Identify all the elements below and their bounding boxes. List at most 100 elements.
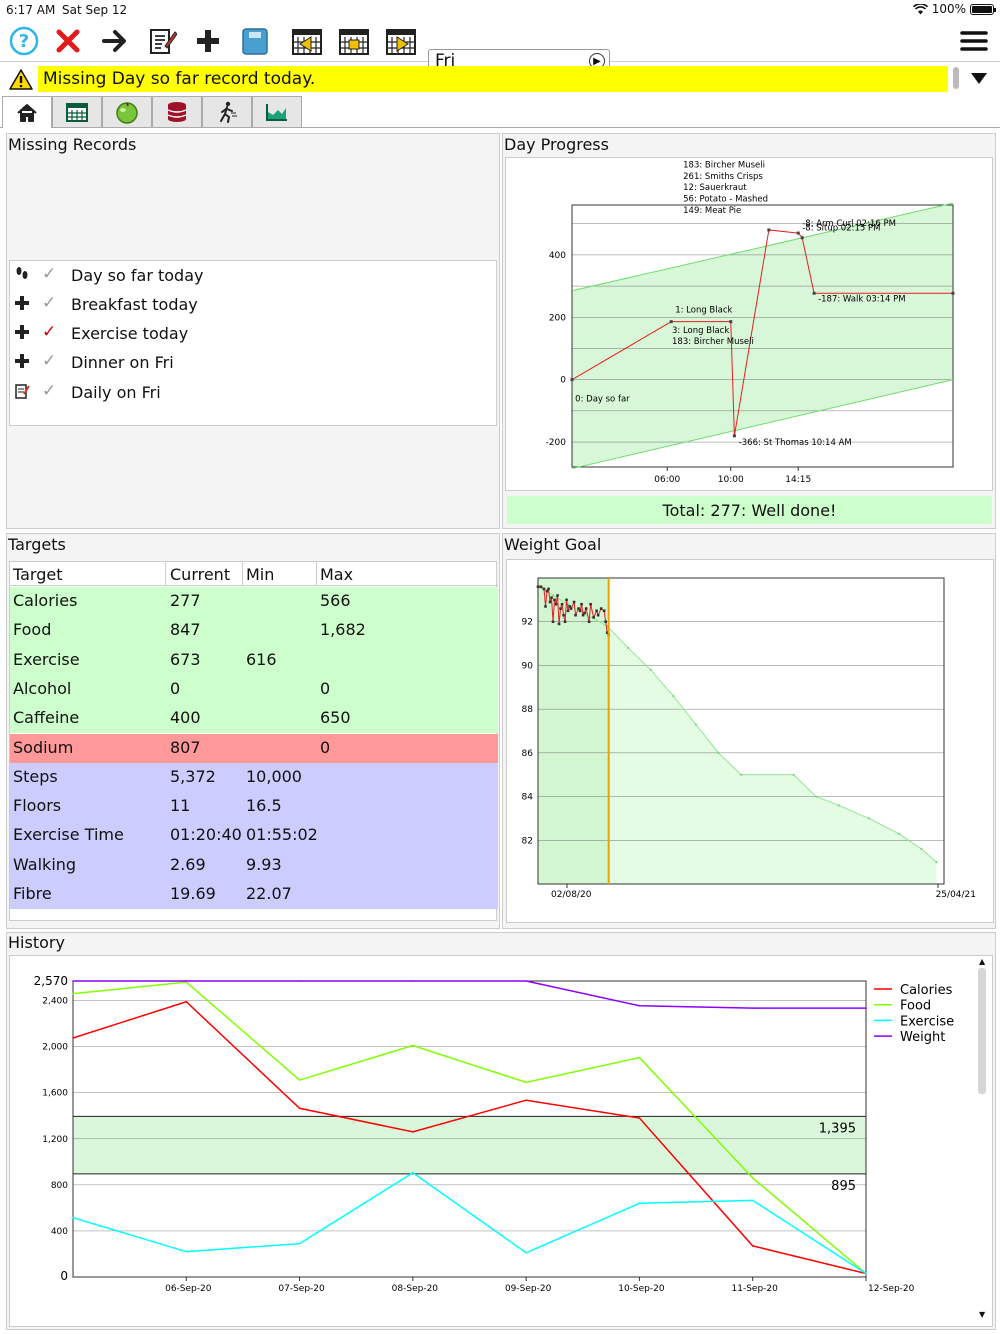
list-item[interactable]: ✓ Breakfast today [10, 290, 498, 319]
header-current[interactable]: Current [170, 565, 231, 584]
table-row[interactable]: Exercise Time 01:20:40 01:55:02 [10, 821, 498, 851]
series-point [638, 1056, 641, 1059]
table-row[interactable]: Steps 5,372 10,000 [10, 762, 498, 793]
goal-point [649, 668, 652, 671]
cell-min: 9.93 [246, 854, 282, 874]
weight-point [547, 587, 550, 591]
warning-icon [9, 69, 33, 90]
series-point [638, 1117, 641, 1119]
band-upper-line [571, 202, 954, 292]
goal-point [672, 695, 675, 698]
warning-bar: Missing Day so far record today. [0, 63, 1000, 95]
list-item[interactable]: ✓ Day so far today [10, 261, 498, 290]
warning-message: Missing Day so far record today. [38, 66, 948, 92]
y-tick-label: 400 [549, 251, 566, 261]
tab-home[interactable] [2, 96, 52, 128]
check-icon[interactable]: ✓ [42, 264, 57, 284]
goal-point [935, 861, 938, 864]
plot-frame [537, 577, 945, 885]
list-item[interactable]: ✓ Dinner on Fri [10, 348, 498, 377]
x-tick-label: 09-Sep-20 [505, 1284, 552, 1294]
table-row[interactable]: Floors 11 16.5 [10, 792, 498, 822]
cell-target: Exercise Time [13, 825, 124, 845]
weight-point [542, 587, 546, 591]
header-max[interactable]: Max [320, 565, 354, 584]
scroll-down-icon[interactable]: ▼ [979, 1310, 986, 1319]
menu-button[interactable] [958, 25, 990, 57]
tab-chart[interactable] [252, 96, 302, 127]
series-line [72, 1171, 867, 1275]
annotation-label: 56: Potato - Mashed [683, 194, 768, 204]
weight-point [587, 620, 591, 624]
weight-point [569, 607, 573, 610]
table-row[interactable]: Exercise 673 616 [10, 645, 498, 675]
goal-point [627, 646, 630, 649]
weight-point [577, 607, 580, 610]
today-button[interactable] [338, 25, 370, 57]
check-icon[interactable]: ✓ [42, 293, 57, 313]
check-icon[interactable]: ✓ [42, 351, 57, 371]
delete-button[interactable] [52, 25, 84, 57]
cell-min: 01:55:02 [246, 825, 318, 845]
edit-button[interactable] [146, 25, 178, 57]
weight-point [584, 607, 588, 610]
weight-point [602, 609, 606, 613]
table-row[interactable]: Food 847 1,682 [10, 616, 498, 646]
weight-point [578, 609, 582, 613]
warning-scrollbar[interactable] [953, 67, 959, 89]
dropdown-icon[interactable] [970, 71, 988, 85]
annotation-label: -8: Arm Curl 02:16 PM [802, 219, 896, 229]
cell-current: 807 [170, 737, 201, 757]
data-point [729, 320, 733, 324]
x-tick-label: 12-Sep-20 [868, 1284, 915, 1294]
series-point [298, 1079, 301, 1081]
cell-max: 1,682 [320, 620, 366, 640]
header-target[interactable]: Target [13, 565, 63, 584]
data-point [812, 291, 816, 295]
status-battery-group: 100% [912, 2, 996, 16]
table-row[interactable]: Walking 2.69 9.93 [10, 850, 498, 880]
add-button[interactable] [192, 25, 224, 57]
forward-button[interactable] [99, 25, 131, 57]
weight-point [562, 613, 565, 617]
cell-max: 0 [320, 737, 331, 757]
tab-calendar[interactable] [52, 96, 102, 127]
x-tick-label: 02/08/20 [551, 890, 592, 900]
tab-food[interactable] [102, 96, 152, 127]
previous-day-button[interactable] [291, 25, 323, 57]
walking-icon [220, 101, 237, 123]
goal-point [694, 723, 697, 726]
weight-point [554, 602, 558, 606]
list-item[interactable]: ✓ Daily on Fri [10, 378, 498, 407]
table-row[interactable]: Caffeine 400 650 [10, 704, 498, 734]
y-tick-label: 86 [522, 749, 534, 759]
scroll-up-icon[interactable]: ▲ [979, 957, 986, 966]
annotation-label: 183: Bircher Museli [683, 161, 765, 171]
weight-point [583, 611, 586, 615]
goal-point [552, 594, 555, 597]
elapsed-area [538, 578, 609, 884]
help-button[interactable]: ? [8, 25, 40, 57]
list-item[interactable]: ✓ Exercise today [10, 319, 498, 348]
table-row[interactable]: Fibre 19.69 22.07 [10, 880, 498, 910]
history-scrollbar[interactable] [978, 968, 986, 1094]
scale-button[interactable] [239, 25, 271, 57]
table-row[interactable]: Calories 277 566 [10, 587, 498, 617]
check-icon[interactable]: ✓ [42, 322, 57, 342]
battery-icon [970, 3, 996, 15]
tab-exercise[interactable] [202, 96, 252, 127]
y-tick-label: 92 [522, 618, 533, 628]
annotation-label: 1: Long Black [675, 306, 732, 316]
table-row[interactable]: Alcohol 0 0 [10, 674, 498, 705]
check-icon[interactable]: ✓ [42, 381, 57, 401]
table-row[interactable]: Sodium 807 0 [10, 733, 498, 763]
weight-point [599, 607, 603, 610]
cell-target: Caffeine [13, 708, 80, 728]
annotation-label: 3: Long Black [672, 326, 729, 336]
target-band [73, 1116, 866, 1174]
status-time: 6:17 AM [6, 3, 56, 17]
header-min[interactable]: Min [246, 565, 275, 584]
tab-database[interactable] [152, 96, 202, 127]
next-day-button[interactable] [385, 25, 417, 57]
series-point [412, 980, 414, 982]
